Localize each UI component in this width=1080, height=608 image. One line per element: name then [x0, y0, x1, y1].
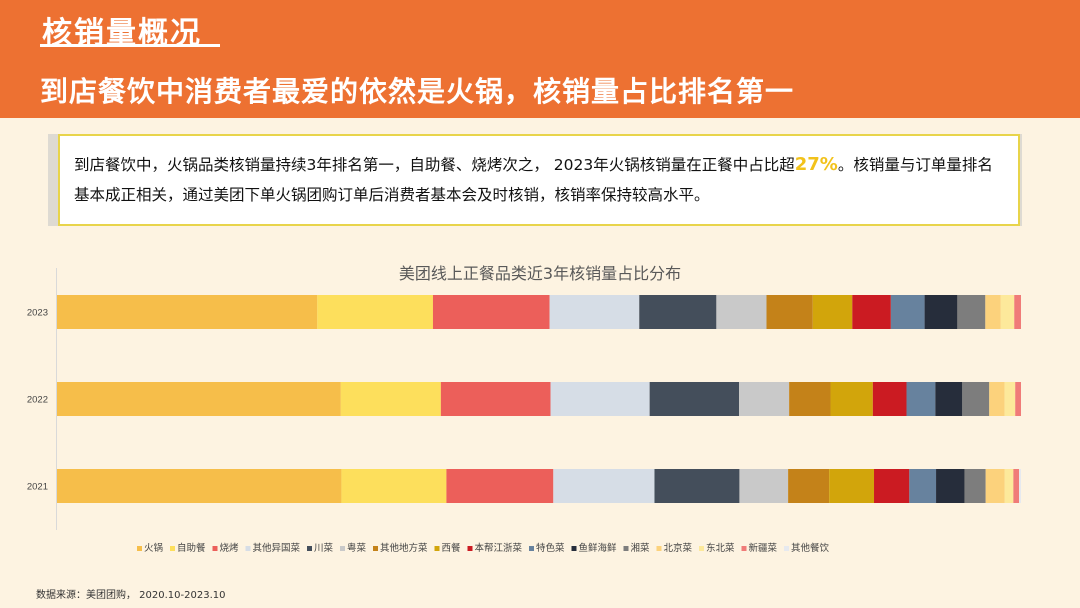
bar-segment: [812, 295, 853, 329]
bar-segment: [1015, 382, 1021, 416]
bar-segment: [924, 295, 958, 329]
bar-segment: [446, 469, 554, 503]
legend-swatch: [434, 546, 440, 551]
legend-swatch: [571, 546, 577, 551]
legend-label: 火锅: [144, 543, 163, 554]
bar-segment: [985, 469, 1005, 503]
bar-segment: [57, 382, 341, 416]
bar-segment: [341, 469, 447, 503]
bar-segment: [906, 382, 936, 416]
legend-label: 自助餐: [177, 542, 206, 554]
legend-label: 其他餐饮: [791, 542, 830, 554]
legend-label: 其他异国菜: [253, 542, 301, 554]
bar-segment: [739, 382, 790, 416]
bar-segment: [789, 382, 831, 416]
bar-segment: [964, 469, 986, 503]
bar-segment: [890, 295, 925, 329]
bar-segment: [957, 295, 986, 329]
y-tick-label: 2021: [27, 482, 48, 493]
bar-segment: [1004, 469, 1014, 503]
callout-text-before: 到店餐饮中，火锅品类核销量持续3年排名第一，自助餐、烧烤次之， 2023年火锅核…: [74, 156, 795, 174]
bar-segment: [936, 469, 965, 503]
bar-segment: [739, 469, 789, 503]
legend-label: 本帮江浙菜: [475, 542, 523, 554]
bar-segment: [1013, 469, 1020, 503]
callout-text: 到店餐饮中，火锅品类核销量持续3年排名第一，自助餐、烧烤次之， 2023年火锅核…: [74, 150, 1008, 210]
legend-label: 其他地方菜: [380, 542, 428, 554]
legend-label: 西餐: [442, 542, 462, 554]
legend-label: 北京菜: [664, 542, 693, 554]
bar-segment: [989, 382, 1005, 416]
legend-swatch: [529, 546, 534, 551]
legend-label: 川菜: [314, 542, 334, 554]
bar-segment: [852, 295, 891, 329]
legend-swatch: [307, 546, 312, 551]
legend-label: 鱼鲜海鲜: [579, 542, 618, 554]
legend-swatch: [212, 546, 218, 551]
page-subtitle: 到店餐饮中消费者最爱的依然是火锅，核销量占比排名第一: [40, 75, 795, 108]
bar-segment: [1004, 382, 1016, 416]
legend-label: 特色菜: [536, 542, 565, 554]
bar-segment: [57, 295, 318, 329]
bar-segment: [874, 469, 910, 503]
legend-swatch: [467, 546, 473, 551]
legend-swatch: [245, 546, 251, 551]
bar-segment: [909, 469, 937, 503]
bar-segment: [872, 382, 907, 416]
legend-swatch: [623, 546, 629, 551]
legend-swatch: [741, 546, 747, 551]
bar-segment: [1019, 469, 1021, 503]
bar-segment: [649, 382, 740, 416]
legend-label: 东北菜: [706, 542, 735, 554]
legend-label: 新疆菜: [749, 542, 778, 554]
bar-segment: [440, 382, 551, 416]
bar-segment: [1014, 295, 1021, 329]
legend-label: 烧烤: [220, 542, 240, 554]
y-tick-label: 2022: [27, 395, 48, 406]
bar-segment: [654, 469, 740, 503]
bar-segment: [432, 295, 550, 329]
bar-segment: [639, 295, 717, 329]
bar-segment: [317, 295, 433, 329]
data-source: 数据来源：美团团购， 2020.10-2023.10: [36, 590, 226, 601]
legend-swatch: [699, 546, 704, 551]
legend-label: 粤菜: [347, 542, 367, 554]
legend-swatch: [170, 546, 175, 551]
bar-segment: [985, 295, 1001, 329]
bar-segment: [716, 295, 767, 329]
y-tick-label: 2023: [27, 308, 48, 319]
summary-callout: 到店餐饮中，火锅品类核销量持续3年排名第一，自助餐、烧烤次之， 2023年火锅核…: [58, 134, 1020, 226]
bar-segment: [788, 469, 830, 503]
title-underline: [40, 44, 220, 47]
callout-highlight: 27%: [794, 154, 838, 175]
bar-segment: [962, 382, 990, 416]
legend-label: 湘菜: [631, 542, 651, 554]
legend-swatch: [340, 546, 345, 551]
bar-segment: [935, 382, 963, 416]
header-banner: 核销量概况 到店餐饮中消费者最爱的依然是火锅，核销量占比排名第一: [0, 0, 1080, 118]
bar-segment: [766, 295, 813, 329]
legend-swatch: [656, 546, 662, 551]
legend-swatch: [784, 546, 789, 551]
bar-segment: [1000, 295, 1015, 329]
legend-swatch: [373, 546, 378, 551]
chart-title: 美团线上正餐品类近3年核销量占比分布: [398, 264, 682, 283]
callout-text-after: 。核销量与订单量排名基本成正相关，通过美团下单火锅团购订单后消费者基本会及时核销…: [74, 156, 993, 204]
bar-segment: [830, 382, 873, 416]
legend-swatch: [137, 546, 142, 551]
bar-segment: [829, 469, 875, 503]
bar-segment: [340, 382, 441, 416]
bar-segment: [549, 295, 640, 329]
bar-segment: [57, 469, 342, 503]
bar-segment: [553, 469, 655, 503]
bar-segment: [550, 382, 650, 416]
